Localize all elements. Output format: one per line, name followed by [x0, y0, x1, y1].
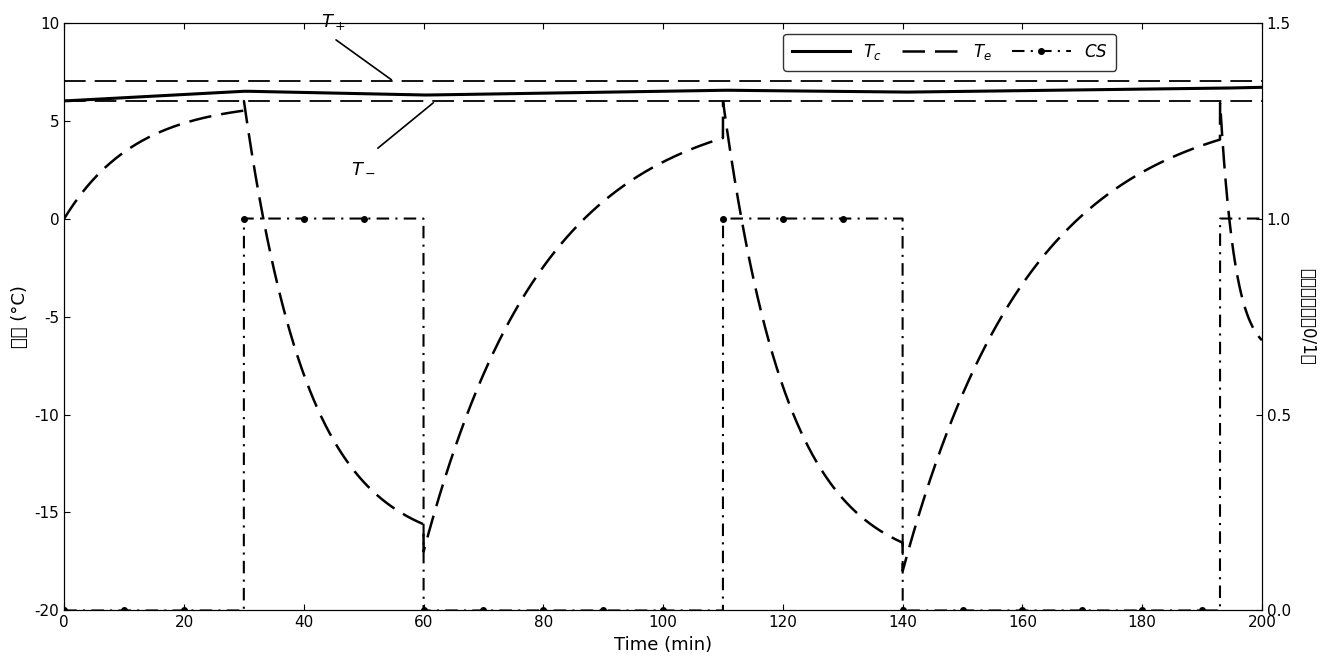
Y-axis label: 温度 (°C): 温度 (°C): [11, 285, 29, 348]
$T_c$: [127, 93, 143, 101]
$T_e$: [236, 97, 252, 105]
$CS$: [127, 606, 143, 614]
$T_c$: [1190, 84, 1206, 92]
$CS$: [642, 606, 658, 614]
Text: $T_-$: $T_-$: [352, 158, 376, 176]
$T_e$: [291, 357, 307, 365]
$T_e$: [1254, 336, 1270, 344]
Text: $T_+$: $T_+$: [321, 13, 346, 33]
$T_c$: [62, 96, 78, 104]
$T_e$: [642, 165, 658, 173]
$CS$: [62, 606, 78, 614]
Line: $CS$: $CS$: [61, 215, 1265, 613]
$T_c$: [106, 94, 122, 102]
Legend: $T_c$, $T_e$, $CS$: $T_c$, $T_e$, $CS$: [783, 34, 1116, 70]
X-axis label: Time (min): Time (min): [614, 636, 713, 654]
$CS$: [1190, 606, 1206, 614]
$T_e$: [106, 156, 122, 164]
$T_c$: [1254, 83, 1270, 91]
$CS$: [106, 606, 122, 614]
$CS$: [56, 606, 72, 614]
Y-axis label: 压缩机状态（0/1）: 压缩机状态（0/1）: [1298, 268, 1316, 365]
$CS$: [1254, 215, 1270, 223]
$T_c$: [291, 88, 307, 96]
$T_c$: [642, 87, 658, 95]
$CS$: [236, 215, 252, 223]
Line: $T_c$: $T_c$: [64, 87, 1262, 101]
$T_e$: [62, 206, 78, 214]
$T_c$: [56, 97, 72, 105]
$T_e$: [1190, 142, 1206, 150]
$CS$: [291, 215, 307, 223]
$T_e$: [894, 567, 910, 575]
Line: $T_e$: $T_e$: [64, 101, 1262, 571]
$T_e$: [127, 140, 143, 148]
$T_e$: [56, 215, 72, 223]
